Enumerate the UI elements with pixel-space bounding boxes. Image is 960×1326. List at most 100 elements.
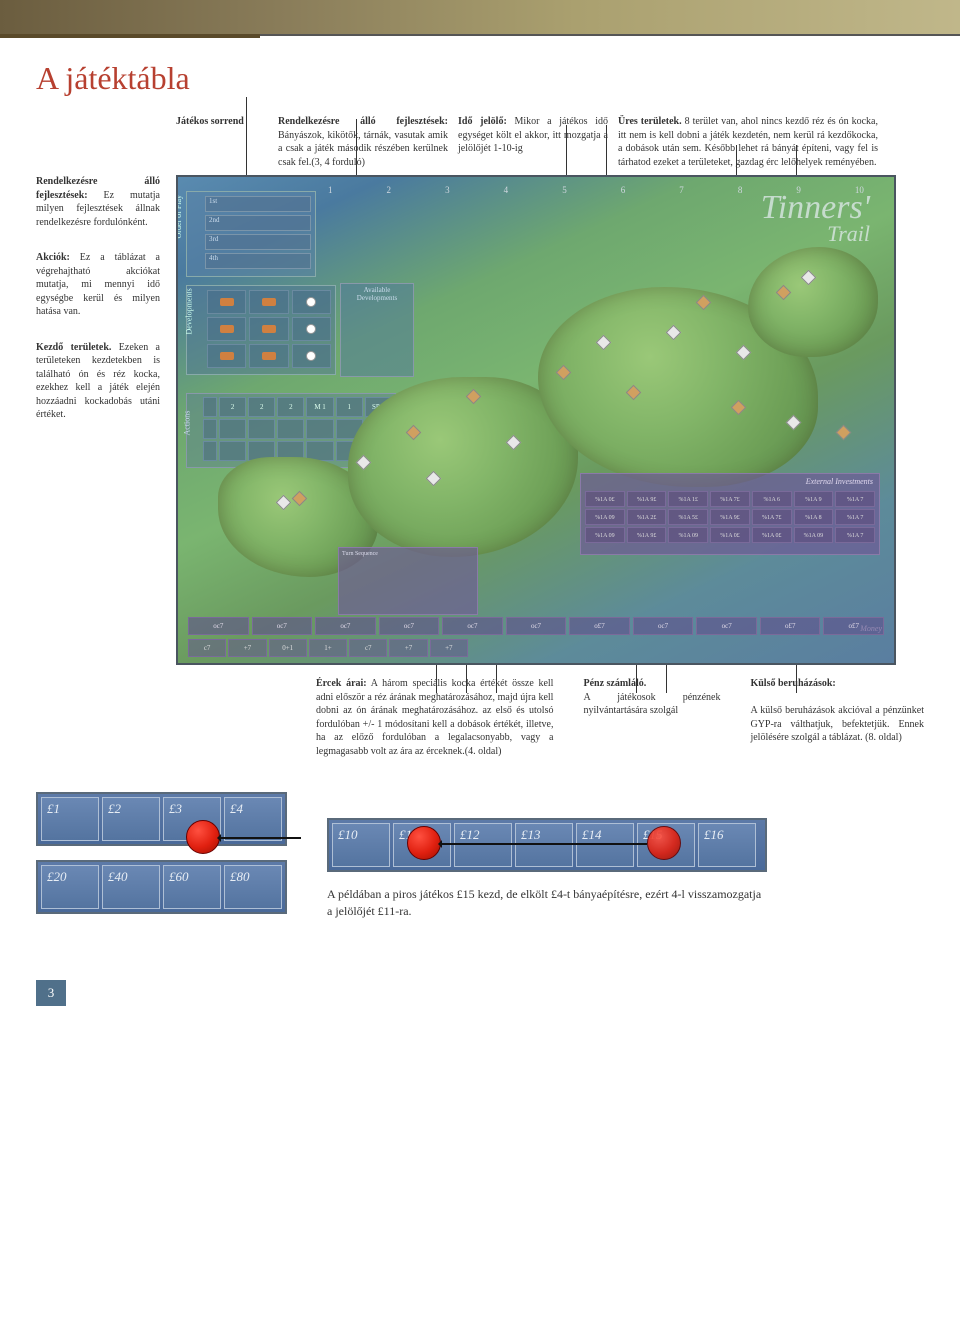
ext-invest-cell: %1A 1£ (668, 491, 708, 507)
game-board: 12345678910 Tinners' Trail Order of Play… (176, 175, 896, 665)
pointer-line (466, 665, 467, 693)
ext-invest-cell: %1A 7£ (710, 491, 750, 507)
ext-invest-cell: %1A 0£ (710, 527, 750, 543)
callout-ido-jelolo: Idő jelölő: Mikor a játékos idő egységet… (458, 115, 608, 169)
dev-cell (207, 290, 246, 314)
pointer-line (666, 665, 667, 693)
example-track-cell: £16 (698, 823, 756, 867)
money-track: oc7oc7oc7oc7oc7oc7o£7oc7oc7o£7o£7 (188, 617, 884, 635)
left-callouts: Rendelkezésre álló fejlesztések: Ez muta… (36, 175, 160, 665)
action-cell (203, 441, 217, 461)
page-number: 3 (48, 985, 55, 1001)
ext-invest-label: External Investments (581, 474, 879, 489)
callout-ercek-arai: Ércek árai: A három speciális kocka érté… (316, 677, 553, 758)
track-number: 3 (445, 185, 450, 195)
action-cell: 2 (277, 397, 304, 417)
money-cell: oc7 (379, 617, 440, 635)
example-track-cell: £12 (454, 823, 512, 867)
ore-cell: 1+ (309, 639, 347, 657)
example-section: £1£2£3£4 £20£40£60£80 £10£11£12£13£14£15… (36, 792, 924, 920)
action-cell: 1 (336, 397, 363, 417)
track-number: 2 (387, 185, 392, 195)
ext-invest-cell: %1A 7 (835, 527, 875, 543)
dev-cell (292, 344, 331, 368)
dev-label: Developments (185, 288, 194, 334)
money-cell: o£7 (760, 617, 821, 635)
ext-invest-cell: %1A 0£ (752, 527, 792, 543)
money-cell: oc7 (252, 617, 313, 635)
bottom-callouts: Ércek árai: A három speciális kocka érté… (316, 677, 924, 758)
copper-cube-icon (836, 425, 852, 441)
dev-cell (207, 344, 246, 368)
top-callouts-row: Játékos sorrend Rendelkezésre álló fejle… (176, 115, 924, 169)
order-rows: 1st2nd3rd4th (187, 192, 315, 273)
callout-rendel-left: Rendelkezésre álló fejlesztések: Ez muta… (36, 175, 160, 229)
order-row: 3rd (205, 234, 311, 250)
board-title-sub: Trail (761, 224, 870, 244)
pointer-line (356, 119, 357, 181)
action-cell (248, 419, 275, 439)
example-track-cell: £14 (576, 823, 634, 867)
order-label: Order of Play (176, 195, 183, 239)
callout-penz-szamlalo: Pénz számláló. A játékosok pénzének nyil… (583, 677, 720, 758)
dev-cell (292, 317, 331, 341)
ext-invest-cell: %1A 9£ (627, 491, 667, 507)
pointer-line (246, 97, 247, 181)
pointer-line (436, 665, 437, 693)
ore-price-track: c7+70+11+c7+7+7 (188, 639, 468, 657)
ext-invest-cell: %1A 7 (835, 491, 875, 507)
order-row: 1st (205, 196, 311, 212)
mid-row: Rendelkezésre álló fejlesztések: Ez muta… (36, 175, 924, 665)
land-region (748, 247, 878, 357)
orange-token-icon (220, 352, 234, 360)
action-cell (306, 419, 333, 439)
turn-seq-label: Turn Sequence (342, 551, 378, 557)
action-cell: 2 (248, 397, 275, 417)
callout-label: Akciók: (36, 252, 70, 263)
callout-label: Külső beruházások: (750, 678, 835, 689)
order-row: 2nd (205, 215, 311, 231)
example-track-cell: £1 (41, 797, 99, 841)
example-caption: A példában a piros játékos £15 kezd, de … (327, 886, 767, 920)
callout-jatekos-sorrend: Játékos sorrend (176, 115, 268, 169)
example-track-bottom: £20£40£60£80 (36, 860, 287, 914)
available-developments-panel: Available Developments (340, 283, 414, 377)
track-number: 8 (738, 185, 743, 195)
callout-label: Játékos sorrend (176, 116, 244, 127)
example-track-cell: £20 (41, 865, 99, 909)
orange-token-icon (262, 352, 276, 360)
ext-invest-cell: %1A 5£ (668, 509, 708, 525)
dev-cell (292, 290, 331, 314)
board-wrap: 12345678910 Tinners' Trail Order of Play… (176, 175, 924, 665)
pointer-line (566, 125, 567, 181)
dev-cell (207, 317, 246, 341)
callout-label: Ércek árai: (316, 678, 367, 689)
external-investments-panel: External Investments %1A 0£%1A 9£%1A 1£%… (580, 473, 880, 555)
callout-label: Kezdő területek. (36, 342, 111, 353)
action-cell (219, 419, 246, 439)
money-cell: oc7 (315, 617, 376, 635)
example-track-cell: £80 (224, 865, 282, 909)
turn-sequence-panel: Turn Sequence (338, 547, 478, 615)
ore-cell: +7 (389, 639, 427, 657)
callout-label: Rendelkezésre álló fejlesztések: (278, 116, 448, 127)
callout-text: A külső beruházások akcióval a pénzünket… (750, 705, 924, 743)
ext-invest-cell: %1A 09 (585, 509, 625, 525)
example-track-right: £10£11£12£13£14£15£16 (327, 818, 767, 872)
action-cell (203, 419, 217, 439)
page-content: A játéktábla Játékos sorrend Rendelkezés… (0, 36, 960, 1046)
action-cell (277, 419, 304, 439)
board-title: Tinners' Trail (761, 193, 870, 243)
ext-invest-cell: %1A 7£ (752, 509, 792, 525)
callout-label: Idő jelölő: (458, 116, 507, 127)
example-track-cell: £4 (224, 797, 282, 841)
red-player-disc-ghost (647, 826, 681, 860)
orange-token-icon (262, 298, 276, 306)
ext-invest-cell: %1A 9£ (627, 527, 667, 543)
action-cell (219, 441, 246, 461)
track-number: 5 (562, 185, 567, 195)
ext-invest-cell: %1A 0£ (585, 491, 625, 507)
callout-akciok: Akciók: Ez a táblázat a végrehajtható ak… (36, 251, 160, 319)
track-number: 1 (328, 185, 333, 195)
example-left: £1£2£3£4 £20£40£60£80 (36, 792, 287, 914)
